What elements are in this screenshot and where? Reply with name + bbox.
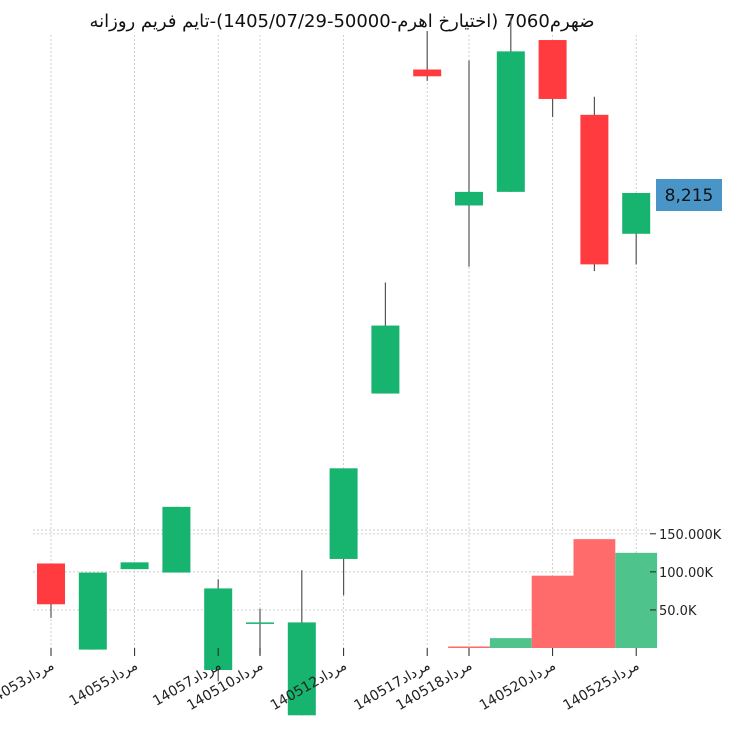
volume-bars	[448, 539, 658, 648]
volume-tick-label: 150.000K	[659, 528, 722, 543]
candle-body	[538, 40, 567, 99]
volume-bar	[448, 646, 490, 648]
candle-body	[580, 114, 609, 265]
volume-bar	[489, 638, 532, 648]
candle-body	[371, 325, 400, 394]
candle-body	[496, 51, 525, 192]
volume-tick-label: 50.0K	[659, 604, 697, 619]
x-tick-label: 1405مرداد20	[477, 658, 559, 714]
candle-body	[622, 193, 651, 234]
x-axis: 1405مرداد31405مرداد51405مرداد71405مرداد1…	[0, 648, 642, 714]
candle-body	[37, 563, 65, 605]
candle-body	[204, 588, 233, 670]
candle-body	[329, 468, 358, 559]
volume-tick-label: 100.00K	[659, 566, 713, 581]
x-tick-label: 1405مرداد25	[561, 658, 643, 714]
chart-title: ضهرم7060 (اختیارخ اهرم-50000-1405/07/29)…	[89, 11, 594, 32]
candle-body	[455, 191, 483, 206]
candle-body	[287, 622, 316, 716]
candle-body	[246, 622, 274, 624]
last-price-badge: 8,215	[656, 179, 722, 211]
candle-body	[120, 562, 149, 570]
candle-body	[413, 69, 442, 77]
volume-bar	[615, 552, 658, 648]
last-price-badge-bg	[656, 179, 722, 211]
x-tick-label: 1405مرداد3	[0, 658, 57, 710]
candle-body	[162, 506, 191, 573]
last-price-label: 8,215	[665, 186, 714, 206]
volume-axis: 50.0K 100.00K 150.000K	[650, 528, 722, 619]
candle-body	[78, 572, 107, 650]
x-tick-label: 1405مرداد5	[67, 658, 141, 710]
volume-bar	[573, 539, 616, 648]
volume-bar	[531, 575, 574, 648]
candles	[37, 17, 651, 716]
